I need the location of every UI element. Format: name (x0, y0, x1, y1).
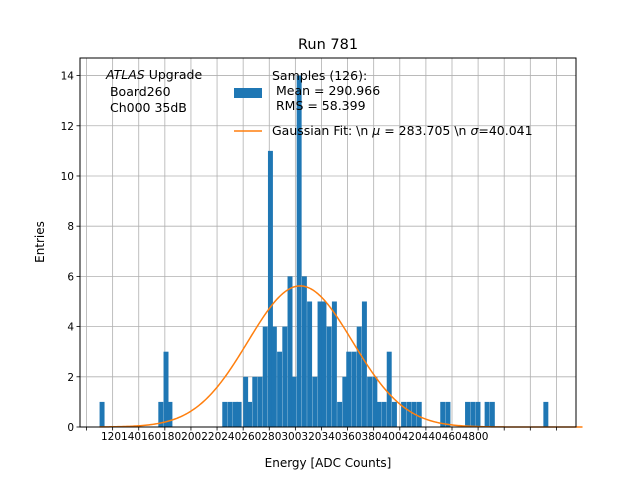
x-axis-label: Energy [ADC Counts] (265, 456, 392, 470)
histogram-bar (416, 401, 422, 427)
histogram-bar (158, 401, 164, 427)
histogram-bar (277, 351, 283, 427)
legend-histogram-line: RMS = 58.399 (272, 98, 366, 113)
histogram-bar (381, 401, 387, 427)
histogram-bar (262, 326, 268, 427)
y-axis-ticks: 0 2 4 6 8 10 12 14 (61, 71, 80, 434)
atlas-annotation: ATLAS Upgrade Board260 Ch000 35dB (105, 67, 202, 115)
x-tick-labels-overlapping: 1201401601802002202402602803003203403603… (101, 431, 488, 443)
y-tick-label: 8 (67, 221, 74, 233)
y-tick-label: 6 (67, 271, 74, 283)
legend-fit-sigma-value: =40.041 (478, 123, 532, 138)
y-tick-label: 0 (67, 422, 74, 434)
histogram-bar (243, 376, 249, 427)
histogram-bar (291, 376, 297, 427)
histogram-bar (99, 401, 105, 427)
histogram-bar (326, 326, 332, 427)
histogram-bar (247, 401, 253, 427)
histogram-bar (267, 150, 273, 427)
y-tick-label: 10 (61, 171, 74, 183)
histogram-bar (236, 401, 242, 427)
histogram-bar (346, 351, 352, 427)
legend-histogram-swatch (234, 88, 262, 98)
histogram-bar (445, 401, 451, 427)
y-tick-label: 4 (67, 322, 74, 334)
histogram-bar (386, 351, 392, 427)
histogram-bar (232, 401, 238, 427)
histogram-bar (307, 301, 313, 427)
legend-fit-prefix: Gaussian Fit: \n (272, 123, 372, 138)
histogram-bar (337, 401, 343, 427)
histogram-bar (227, 401, 233, 427)
histogram-bars (99, 75, 549, 428)
y-tick-label: 2 (67, 372, 74, 384)
histogram-bar (376, 401, 382, 427)
histogram-bar (391, 401, 397, 427)
channel-label: Ch000 35dB (106, 100, 187, 115)
histogram-bar (317, 301, 323, 427)
histogram-bar (356, 326, 362, 427)
legend-fit-mu: μ (371, 123, 380, 138)
histogram-bar (257, 376, 263, 427)
histogram-bar (312, 376, 318, 427)
y-tick-label: 12 (61, 121, 74, 133)
legend-fit-label: Gaussian Fit: \n μ = 283.705 \n σ=40.041 (272, 123, 533, 138)
board-label: Board260 (106, 84, 171, 99)
grid-lines (80, 58, 576, 428)
histogram-bar (543, 401, 549, 427)
histogram-bar (475, 401, 481, 427)
y-axis-label: Entries (33, 221, 47, 263)
histogram-bar (296, 75, 302, 428)
histogram-bar (367, 376, 373, 427)
legend-histogram-label: Samples (126): Mean = 290.966 RMS = 58.3… (272, 68, 380, 113)
histogram-bar (271, 326, 277, 427)
histogram-bar (321, 301, 327, 427)
histogram-bar (440, 401, 446, 427)
legend-histogram-line: Samples (126): (272, 68, 367, 83)
plot-frame (79, 57, 577, 428)
y-tick-label: 14 (61, 71, 75, 83)
histogram-bar (287, 276, 293, 427)
upgrade-label: Upgrade (145, 67, 203, 82)
x-axis-ticks (86, 427, 557, 431)
histogram-bar (484, 401, 490, 427)
histogram-bar (489, 401, 495, 427)
histogram-bar (163, 351, 169, 427)
legend: Samples (126): Mean = 290.966 RMS = 58.3… (234, 68, 533, 138)
atlas-label: ATLAS (105, 67, 145, 82)
chart-title: Run 781 (298, 37, 358, 53)
histogram-bar (331, 301, 337, 427)
histogram-bar (406, 401, 412, 427)
histogram-bar (301, 276, 307, 427)
histogram-bar (167, 401, 173, 427)
histogram-bar (351, 351, 357, 427)
histogram-bar (222, 401, 228, 427)
histogram-bar (465, 401, 471, 427)
legend-fit-mu-value: = 283.705 \n (380, 123, 470, 138)
legend-fit-sigma: σ (470, 123, 479, 138)
histogram-bar (372, 376, 378, 427)
histogram-bar (282, 326, 288, 427)
histogram-bar (252, 376, 258, 427)
svg-text:ATLAS Upgrade: ATLAS Upgrade (105, 67, 202, 82)
legend-histogram-line: Mean = 290.966 (272, 83, 380, 98)
histogram-bar (342, 376, 348, 427)
histogram-bar (470, 401, 476, 427)
histogram-bar (401, 401, 407, 427)
histogram-bar (361, 301, 367, 427)
